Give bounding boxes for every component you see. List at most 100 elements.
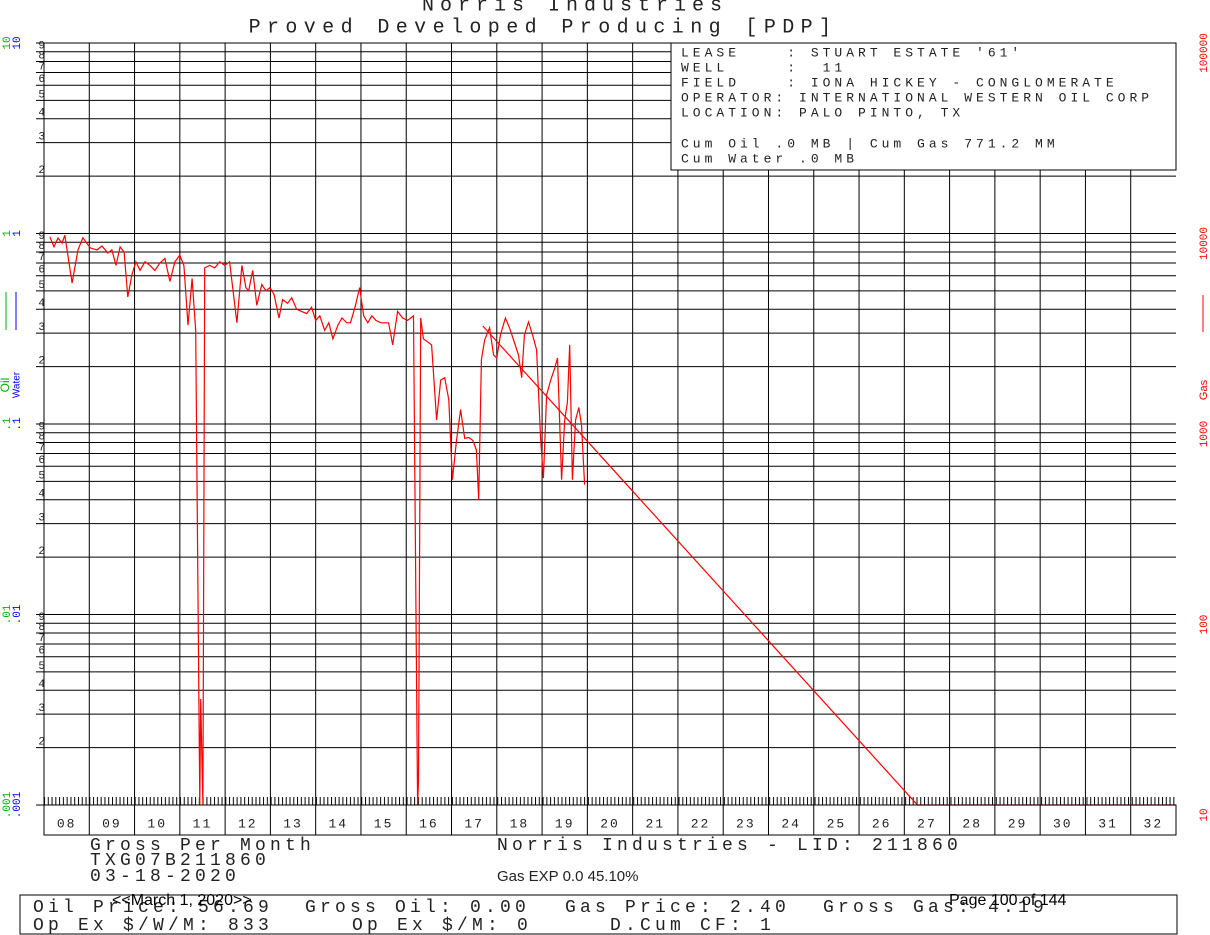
x-tick-label: 14 <box>329 816 349 831</box>
footer-label: Gross Per Month <box>90 836 315 856</box>
info-line: Cum Water .0 MB <box>681 151 858 166</box>
x-tick-label: 20 <box>600 816 620 831</box>
minor-tick-label: 7 <box>38 252 45 264</box>
y-tick-label: 10 <box>12 36 24 49</box>
footer-item: Gross Gas: 4.19 <box>823 898 1048 918</box>
x-tick-label: 21 <box>645 816 665 831</box>
footer-item: Gas Price: 2.40 <box>565 898 790 918</box>
minor-tick-label: 8 <box>38 50 45 62</box>
chart-subtitle: Proved Developed Producing [PDP] <box>249 16 838 39</box>
minor-tick-label: 6 <box>38 455 45 467</box>
minor-tick-label: 7 <box>38 633 45 645</box>
minor-tick-label: 3 <box>38 132 45 144</box>
y-tick-label: .001 <box>12 791 24 818</box>
x-tick-label: 19 <box>555 816 575 831</box>
grid <box>36 42 1176 835</box>
y2-tick-label: 10000 <box>1199 227 1210 260</box>
minor-tick-label: 8 <box>38 622 45 634</box>
minor-tick-label: 2 <box>38 165 45 177</box>
x-tick-label: 26 <box>872 816 892 831</box>
minor-tick-label: 2 <box>38 737 45 749</box>
x-tick-label: 22 <box>691 816 711 831</box>
minor-tick-label: 9 <box>38 41 45 53</box>
y-tick-label: 1 <box>12 230 24 237</box>
info-line: LEASE : STUART ESTATE '61' <box>681 45 1023 60</box>
info-box <box>670 42 1177 171</box>
y-tick-label: .01 <box>2 604 14 624</box>
y2-tick-label: 100 <box>1199 615 1210 635</box>
x-tick-label: 25 <box>827 816 847 831</box>
x-tick-label: 29 <box>1008 816 1028 831</box>
x-tick-label: 12 <box>238 816 258 831</box>
info: LEASE : STUART ESTATE '61'WELL : 11FIELD… <box>681 45 1153 166</box>
x-tick-label: 18 <box>510 816 530 831</box>
minor-tick-label: 3 <box>38 322 45 334</box>
x-axis-strip <box>43 804 1177 836</box>
x-tick-label: 17 <box>464 816 484 831</box>
minor-tick-label: 8 <box>38 241 45 253</box>
chart-title: Norris Industries <box>422 0 728 17</box>
footer-center: Norris Industries - LID: 211860 <box>497 836 962 856</box>
footer-box <box>19 894 1178 935</box>
minor-tick-label: 3 <box>38 513 45 525</box>
minor-tick-label: 5 <box>38 470 45 482</box>
page-label: Page 100 of 144 <box>949 892 1067 909</box>
x-tick-label: 32 <box>1144 816 1164 831</box>
info-line: FIELD : IONA HICKEY - CONGLOMERATE <box>681 75 1118 90</box>
footer-item: Op Ex $/W/M: 833 <box>33 916 273 935</box>
minor-tick-label: 6 <box>38 74 45 86</box>
footer-item: Oil Price: 56.69 <box>33 898 273 918</box>
x-tick-label: 13 <box>283 816 303 831</box>
footer-label: 03-18-2020 <box>90 867 240 887</box>
x-tick-label: 24 <box>781 816 801 831</box>
x-tick-label: 31 <box>1098 816 1118 831</box>
y-axis-label: Water <box>12 371 23 398</box>
y-tick-label: 1 <box>2 230 14 237</box>
minor-tick-label: 7 <box>38 442 45 454</box>
y-tick-label: .1 <box>2 417 14 431</box>
info-line: WELL : 11 <box>681 60 846 75</box>
y-tick-label: .001 <box>2 791 14 818</box>
x-tick-label: 09 <box>102 816 122 831</box>
y2-axis-label: Gas <box>1198 379 1210 400</box>
footer-item: Op Ex $/M: 0 <box>352 916 532 935</box>
minor-tick-label: 5 <box>38 89 45 101</box>
footer-item: Gross Oil: 0.00 <box>305 898 530 918</box>
minor-tick-label: 9 <box>38 422 45 434</box>
minor-tick-label: 4 <box>38 489 45 501</box>
y-tick-label: .01 <box>12 604 24 624</box>
y-tick-label: 10 <box>2 36 14 49</box>
x-tick-label: 10 <box>147 816 167 831</box>
info-line: LOCATION: PALO PINTO, TX <box>681 105 964 120</box>
x-tick-label: 28 <box>962 816 982 831</box>
minor-tick-label: 9 <box>38 231 45 243</box>
minor-tick-label: 5 <box>38 280 45 292</box>
minor-tick-label: 6 <box>38 265 45 277</box>
info-line: OPERATOR: INTERNATIONAL WESTERN OIL CORP <box>681 90 1153 105</box>
x-tick-label: 15 <box>374 816 394 831</box>
footer-item: D.Cum CF: 1 <box>610 916 775 935</box>
minor-tick-label: 8 <box>38 431 45 443</box>
month-ticks <box>44 797 1176 805</box>
minor-tick-label: 2 <box>38 546 45 558</box>
y-tick-label: .1 <box>12 417 24 431</box>
minor-tick-label: 6 <box>38 646 45 658</box>
minor-tick-label: 5 <box>38 661 45 673</box>
date-label: <<March 1, 2020>> <box>112 892 252 909</box>
y2-tick-label: 100000 <box>1199 33 1210 73</box>
x-tick-label: 23 <box>736 816 756 831</box>
y2-tick-label: 10 <box>1199 808 1210 821</box>
series-line <box>49 235 586 806</box>
minor-tick-label: 7 <box>38 61 45 73</box>
x-tick-label: 08 <box>57 816 77 831</box>
footer-label: TXG07B211860 <box>90 851 270 871</box>
minor-tick-label: 2 <box>38 356 45 368</box>
x-tick-label: 30 <box>1053 816 1073 831</box>
x-tick-label: 16 <box>419 816 439 831</box>
y-axis-label: Oil <box>0 378 12 393</box>
x-tick-label: 11 <box>193 816 213 831</box>
y2-tick-label: 1000 <box>1199 421 1210 447</box>
info-line: Cum Oil .0 MB | Cum Gas 771.2 MM <box>681 136 1059 151</box>
minor-tick-label: 4 <box>38 679 45 691</box>
